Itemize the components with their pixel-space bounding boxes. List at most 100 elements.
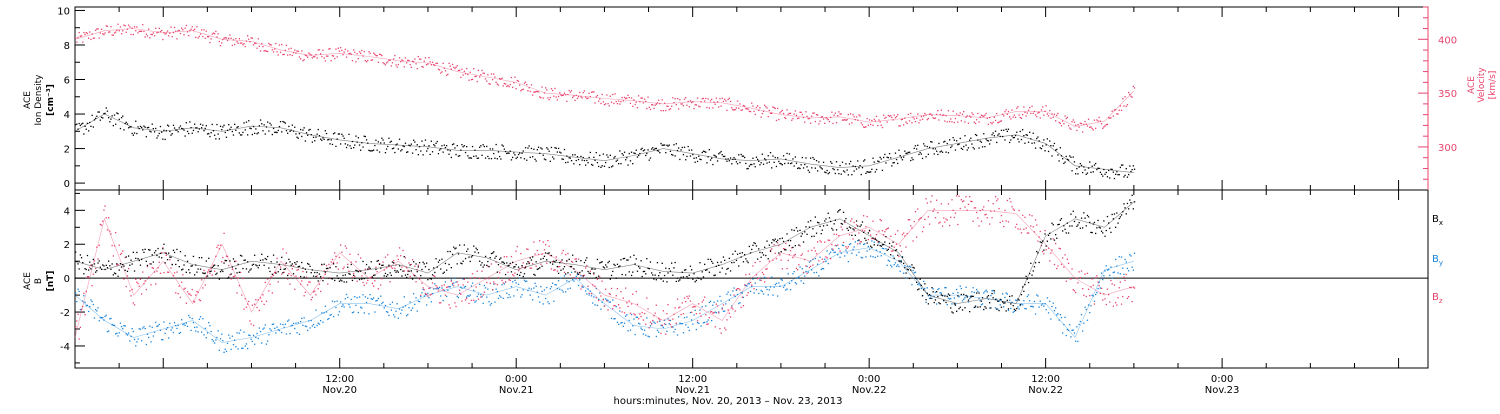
bz-point bbox=[707, 323, 709, 325]
density-point bbox=[863, 160, 865, 162]
by-point bbox=[822, 268, 825, 270]
bz-point bbox=[150, 284, 152, 286]
density-point bbox=[932, 148, 934, 150]
velocity-point bbox=[444, 70, 447, 72]
by-point bbox=[219, 338, 222, 340]
velocity-point bbox=[347, 50, 349, 52]
by-point bbox=[351, 312, 354, 314]
velocity-point bbox=[656, 102, 659, 104]
velocity-point bbox=[984, 114, 986, 116]
density-point bbox=[1128, 173, 1130, 176]
bx-point bbox=[945, 301, 947, 304]
bx-point bbox=[674, 261, 676, 264]
velocity-point bbox=[388, 59, 390, 61]
bz-point bbox=[848, 234, 851, 236]
by-point bbox=[1026, 295, 1028, 298]
by-point bbox=[632, 325, 634, 327]
by-point bbox=[477, 293, 480, 295]
density-point bbox=[946, 142, 948, 145]
velocity-point bbox=[772, 106, 774, 108]
density-point bbox=[137, 126, 139, 128]
by-point bbox=[462, 278, 464, 280]
by-point bbox=[451, 284, 454, 286]
bx-point bbox=[416, 271, 418, 273]
density-point bbox=[426, 150, 428, 152]
velocity-point bbox=[462, 74, 464, 76]
by-point bbox=[714, 311, 716, 313]
bz-point bbox=[336, 262, 338, 264]
bz-point bbox=[514, 272, 516, 274]
velocity-point bbox=[263, 50, 265, 52]
velocity-point bbox=[100, 28, 103, 30]
bx-point bbox=[208, 257, 210, 259]
bz-point bbox=[420, 294, 422, 296]
bx-point bbox=[727, 267, 729, 270]
bx-point bbox=[913, 267, 915, 269]
velocity-point bbox=[330, 60, 332, 62]
bx-point bbox=[972, 295, 974, 297]
bz-point bbox=[734, 310, 736, 312]
bz-point bbox=[1073, 290, 1076, 292]
density-point bbox=[413, 139, 415, 141]
density-point bbox=[1112, 171, 1114, 173]
velocity-point bbox=[738, 107, 740, 109]
density-point bbox=[766, 162, 768, 164]
velocity-point bbox=[226, 39, 229, 42]
bx-point bbox=[156, 254, 158, 257]
by-point bbox=[356, 297, 358, 299]
bz-point bbox=[252, 324, 255, 327]
bz-point bbox=[957, 223, 959, 226]
by-point bbox=[102, 316, 104, 319]
by-point bbox=[626, 314, 628, 316]
bz-point bbox=[437, 290, 440, 292]
velocity-point bbox=[810, 122, 812, 124]
bx-point bbox=[932, 291, 934, 293]
bx-point bbox=[784, 249, 786, 251]
density-point bbox=[186, 130, 189, 133]
velocity-point bbox=[166, 30, 169, 32]
velocity-point bbox=[987, 123, 990, 125]
bx-point bbox=[508, 264, 510, 266]
density-point bbox=[579, 164, 581, 166]
velocity-point bbox=[880, 124, 882, 126]
by-point bbox=[1058, 319, 1060, 321]
density-point bbox=[104, 112, 106, 115]
by-point bbox=[335, 306, 337, 309]
bx-point bbox=[262, 259, 264, 261]
bx-point bbox=[169, 256, 171, 258]
bz-point bbox=[901, 233, 904, 236]
bx-point bbox=[831, 227, 833, 230]
velocity-point bbox=[119, 26, 122, 28]
bz-point bbox=[954, 212, 957, 214]
velocity-point bbox=[973, 121, 975, 123]
bx-point bbox=[464, 257, 467, 260]
density-point bbox=[954, 149, 957, 151]
density-point bbox=[139, 125, 142, 128]
density-point bbox=[329, 143, 331, 145]
density-point bbox=[583, 159, 586, 162]
bx-point bbox=[931, 287, 933, 289]
bz-point bbox=[953, 216, 955, 219]
by-point bbox=[904, 265, 906, 267]
bx-point bbox=[192, 255, 195, 258]
b-tick-label: -2 bbox=[60, 308, 70, 319]
density-point bbox=[627, 164, 629, 166]
density-point bbox=[1130, 170, 1132, 173]
velocity-point bbox=[827, 119, 829, 121]
x-tick-label-date: Nov.21 bbox=[499, 385, 534, 396]
density-point bbox=[390, 140, 392, 142]
velocity-point bbox=[407, 59, 409, 61]
bz-point bbox=[516, 245, 518, 248]
density-point bbox=[159, 125, 162, 128]
by-point bbox=[152, 335, 154, 337]
bx-point bbox=[401, 275, 403, 277]
density-point bbox=[851, 174, 853, 176]
bx-point bbox=[788, 244, 791, 247]
velocity-point bbox=[621, 96, 623, 99]
bz-point bbox=[562, 249, 564, 252]
bz-point bbox=[125, 285, 127, 288]
bx-point bbox=[638, 265, 640, 268]
bz-point bbox=[762, 273, 765, 275]
bx-point bbox=[857, 225, 859, 227]
density-point bbox=[828, 171, 831, 174]
